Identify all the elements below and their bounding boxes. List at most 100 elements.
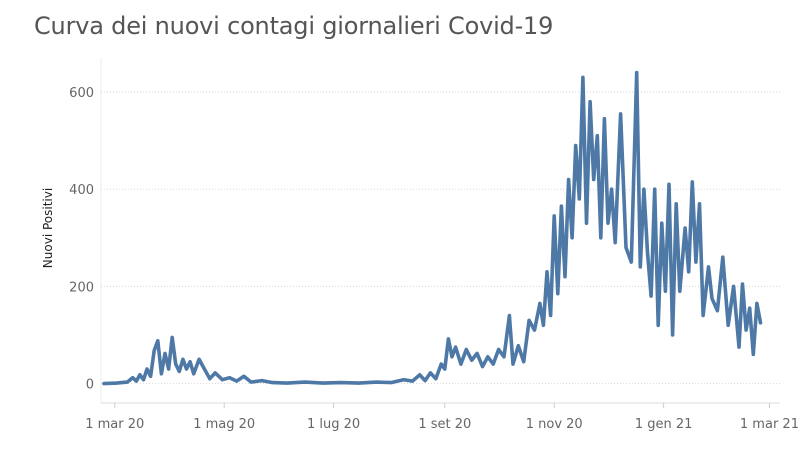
y-tick-labels: 0 200 400 600: [69, 86, 94, 393]
data-point: [741, 282, 744, 286]
data-point: [667, 182, 671, 186]
data-point: [710, 297, 714, 300]
data-point: [402, 378, 405, 382]
data-point: [428, 371, 432, 375]
data-point: [522, 360, 526, 364]
data-point: [545, 270, 549, 274]
data-point: [213, 371, 217, 375]
data-point: [185, 367, 188, 371]
data-point: [511, 362, 515, 366]
data-point: [454, 345, 458, 349]
data-point: [570, 236, 574, 240]
data-point: [599, 236, 603, 240]
data-point: [516, 344, 520, 348]
data-point: [701, 314, 705, 317]
data-point: [502, 355, 506, 359]
data-point: [481, 365, 484, 369]
data-point: [759, 321, 762, 325]
chart-title: Curva dei nuovi contagi giornalieri Covi…: [34, 12, 554, 40]
data-point: [260, 379, 264, 383]
data-point: [142, 378, 145, 382]
x-tick-labels: 1 mar 20 1 mag 20 1 lug 20 1 set 20 1 nov 20…: [85, 403, 799, 432]
x-tick-label: 1 set 20: [418, 417, 471, 432]
series-points: [102, 71, 762, 386]
data-point: [389, 381, 393, 385]
data-point: [115, 381, 119, 385]
data-point: [475, 351, 479, 355]
data-point: [674, 202, 678, 206]
data-point: [660, 221, 664, 225]
data-point: [653, 187, 657, 191]
data-point: [687, 270, 691, 274]
data-point: [375, 380, 379, 384]
data-point: [574, 144, 578, 147]
data-point: [595, 134, 599, 138]
data-point: [624, 246, 628, 249]
data-point: [567, 178, 571, 181]
data-point: [188, 360, 192, 364]
data-point: [192, 372, 196, 376]
data-point: [170, 335, 174, 339]
data-point: [538, 301, 542, 305]
data-point: [102, 382, 106, 386]
data-point: [152, 349, 156, 352]
data-point: [197, 357, 201, 361]
data-point: [635, 71, 639, 75]
data-point: [138, 373, 142, 377]
x-tick-label: 1 nov 20: [526, 417, 583, 432]
data-point: [606, 221, 610, 225]
data-point: [156, 339, 160, 343]
data-point: [678, 289, 682, 293]
data-point: [411, 379, 414, 383]
data-point: [163, 351, 167, 355]
data-point: [149, 374, 153, 378]
data-point: [707, 265, 710, 269]
data-point: [202, 367, 206, 371]
data-point: [694, 260, 698, 264]
data-point: [577, 197, 581, 201]
data-point: [181, 357, 185, 361]
data-point: [434, 377, 438, 381]
x-tick-label: 1 mar 20: [85, 417, 144, 432]
data-point: [592, 178, 596, 181]
data-point: [459, 362, 463, 366]
data-point: [642, 187, 646, 191]
x-tick-label: 1 mar 21: [740, 417, 799, 432]
data-point: [131, 376, 135, 380]
data-point: [339, 381, 343, 385]
y-tick-label: 200: [69, 280, 94, 295]
data-point: [646, 250, 649, 254]
data-point: [228, 376, 232, 380]
data-point: [125, 380, 129, 384]
data-point: [690, 180, 694, 184]
data-point: [585, 221, 588, 225]
data-point: [671, 333, 675, 337]
data-point: [602, 117, 606, 121]
data-point: [134, 379, 138, 383]
data-point: [491, 362, 495, 366]
y-tick-label: 400: [69, 183, 94, 198]
data-point: [559, 204, 563, 208]
data-point: [552, 214, 556, 218]
data-point: [698, 202, 701, 206]
data-point: [235, 379, 239, 383]
data-point: [649, 294, 653, 298]
data-point: [610, 187, 614, 191]
data-point: [541, 323, 545, 327]
y-tick-label: 0: [86, 378, 94, 393]
data-point: [748, 306, 752, 310]
data-point: [443, 367, 447, 371]
data-point: [464, 348, 468, 351]
data-point: [167, 367, 171, 371]
data-point: [527, 318, 531, 322]
data-point: [556, 292, 560, 296]
data-point: [497, 348, 501, 351]
data-point: [744, 328, 748, 332]
data-point: [638, 265, 642, 269]
data-point: [737, 345, 741, 349]
data-point: [220, 378, 224, 382]
x-tick-label: 1 lug 20: [307, 417, 360, 432]
data-point: [249, 380, 253, 384]
x-tick-label: 1 mag 20: [193, 417, 255, 432]
